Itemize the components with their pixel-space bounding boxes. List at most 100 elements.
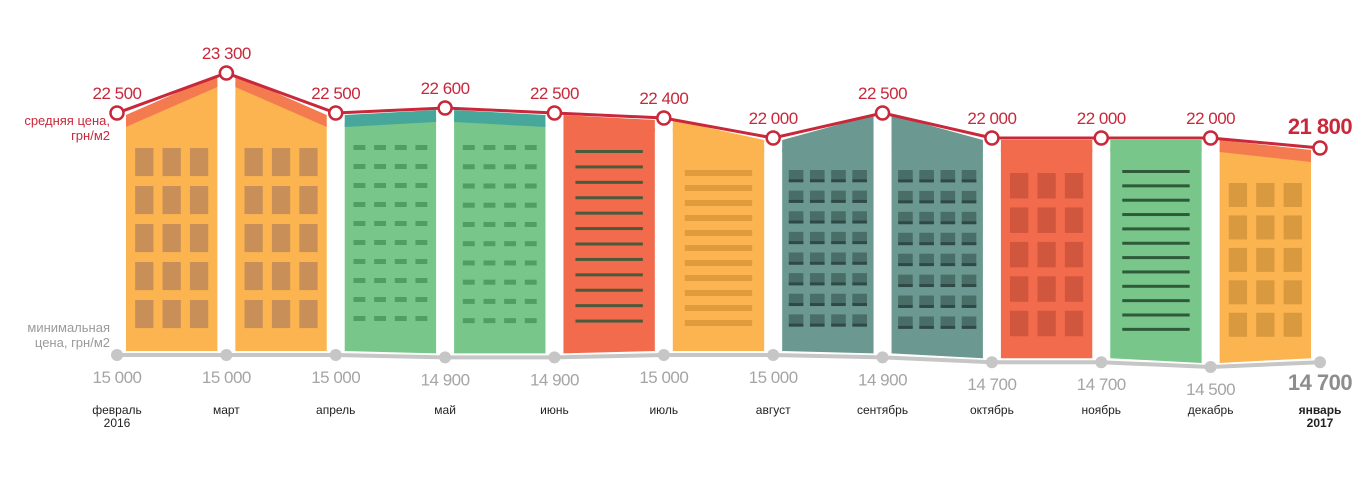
window-sill: [961, 242, 977, 246]
min-price-value-label: 14 500: [1186, 380, 1235, 399]
window: [961, 190, 977, 203]
window: [415, 297, 428, 302]
window-sill: [788, 179, 804, 183]
window: [809, 293, 825, 306]
window-sill: [940, 284, 956, 288]
month-tick-label: июль: [649, 403, 678, 417]
window: [852, 190, 867, 202]
window: [788, 252, 804, 264]
window: [831, 273, 846, 285]
window: [462, 164, 475, 170]
window-sill: [898, 263, 913, 267]
month-tick-label: сентябрь: [857, 403, 908, 417]
window: [374, 316, 387, 321]
window: [374, 240, 387, 245]
window-stripe: [575, 150, 643, 153]
building-roof-1: [126, 75, 218, 127]
window: [919, 316, 934, 328]
window: [374, 221, 387, 226]
min-price-value-label: 15 000: [311, 368, 360, 387]
window: [374, 278, 387, 283]
window: [244, 224, 263, 253]
window: [135, 224, 154, 253]
avg-price-value-label: 22 000: [1077, 109, 1126, 128]
window: [961, 211, 977, 224]
window-stripe: [575, 242, 643, 246]
month-tick-label: 2017: [1307, 416, 1334, 430]
window: [299, 262, 318, 291]
month-tick-label: май: [434, 403, 456, 417]
window-stripe: [575, 257, 643, 261]
window-sill: [788, 199, 804, 203]
avg-price-value-label: 22 500: [858, 84, 907, 103]
window-sill: [919, 179, 934, 183]
window: [394, 145, 407, 150]
window-sill: [852, 261, 867, 265]
window: [788, 314, 804, 326]
window: [940, 253, 956, 266]
window: [374, 297, 387, 302]
window-sill: [898, 284, 913, 288]
window: [299, 186, 318, 215]
building-roof-2: [235, 75, 327, 127]
window: [524, 183, 537, 189]
window: [1064, 310, 1084, 337]
window: [483, 183, 496, 189]
window: [415, 202, 428, 207]
window-stripe: [575, 180, 643, 184]
window: [788, 293, 804, 306]
window: [299, 300, 318, 329]
window-sill: [852, 323, 867, 327]
min-price-point: [876, 351, 889, 364]
window: [940, 211, 956, 224]
window: [462, 260, 475, 266]
window: [809, 273, 825, 285]
window: [483, 279, 496, 285]
window: [852, 273, 867, 285]
window-sill: [898, 304, 913, 308]
avg-price-value-label: 22 000: [1186, 109, 1235, 128]
window-sill: [852, 282, 867, 286]
window: [415, 278, 428, 283]
window: [135, 262, 154, 291]
window: [394, 221, 407, 226]
min-price-value-label: 14 700: [967, 375, 1016, 394]
window: [524, 241, 537, 247]
window: [831, 252, 846, 264]
window-sill: [831, 241, 846, 245]
window: [788, 273, 804, 285]
month-tick-label: 2016: [104, 416, 131, 430]
month-tick-label: ноябрь: [1081, 403, 1121, 417]
window: [135, 186, 154, 215]
window: [504, 145, 517, 150]
window-sill: [831, 303, 846, 307]
window-bar: [684, 305, 753, 311]
window: [504, 221, 517, 227]
window-sill: [919, 284, 934, 288]
window: [898, 316, 913, 328]
window-sill: [852, 179, 867, 183]
window-bar: [684, 275, 753, 281]
window: [189, 300, 209, 329]
window: [244, 300, 263, 329]
window-stripe: [1122, 327, 1190, 331]
building-roof-5: [563, 115, 655, 132]
month-tick-label: июнь: [540, 403, 569, 417]
min-price-value-label: 15 000: [93, 368, 142, 387]
window-stripe: [1122, 184, 1190, 188]
window: [852, 170, 867, 182]
min-price-point: [329, 349, 342, 361]
window: [1064, 173, 1084, 199]
window-sill: [961, 200, 977, 204]
window: [524, 202, 537, 208]
window-sill: [961, 179, 977, 183]
window-stripe: [575, 304, 643, 308]
window: [415, 240, 428, 245]
window: [1037, 276, 1056, 302]
window-sill: [961, 304, 977, 308]
window: [524, 279, 537, 285]
window: [162, 224, 181, 253]
window: [1010, 241, 1029, 268]
window: [353, 183, 366, 188]
